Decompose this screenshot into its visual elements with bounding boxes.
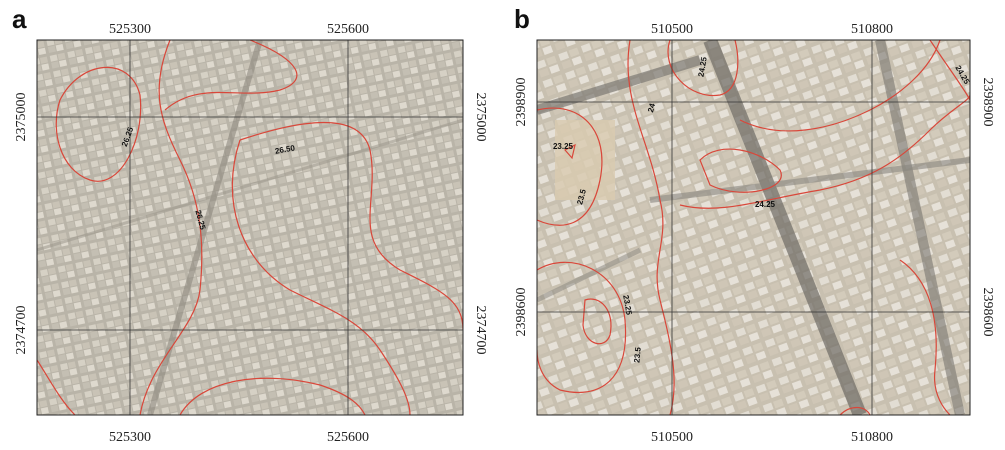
figure: a 525300 525600 525300 525600 2375000 2374700 2… [0,0,1005,450]
contour-label: 24.25 [755,200,776,209]
left-tick-label: 2398600 [514,288,529,337]
bottom-tick-label: 510500 [651,430,693,445]
top-tick-label: 525600 [327,22,369,37]
right-tick-label: 2374700 [473,306,488,355]
right-tick-label: 2398600 [980,288,995,337]
top-tick-label: 510800 [851,22,893,37]
bottom-tick-label: 525600 [327,430,369,445]
left-tick-label: 2374700 [14,306,29,355]
top-tick-label: 510500 [651,22,693,37]
map-b [537,40,970,415]
map-a [37,40,463,415]
contour-label: 23.5 [632,346,642,363]
left-tick-label: 2398900 [514,78,529,127]
panel-label: a [12,4,27,34]
right-tick-label: 2398900 [980,78,995,127]
right-tick-label: 2375000 [473,93,488,142]
left-tick-label: 2375000 [14,93,29,142]
top-tick-label: 525300 [109,22,151,37]
bottom-tick-label: 510800 [851,430,893,445]
contour-label: 23.25 [553,142,574,151]
bottom-tick-label: 525300 [109,430,151,445]
panel-label: b [514,4,530,34]
